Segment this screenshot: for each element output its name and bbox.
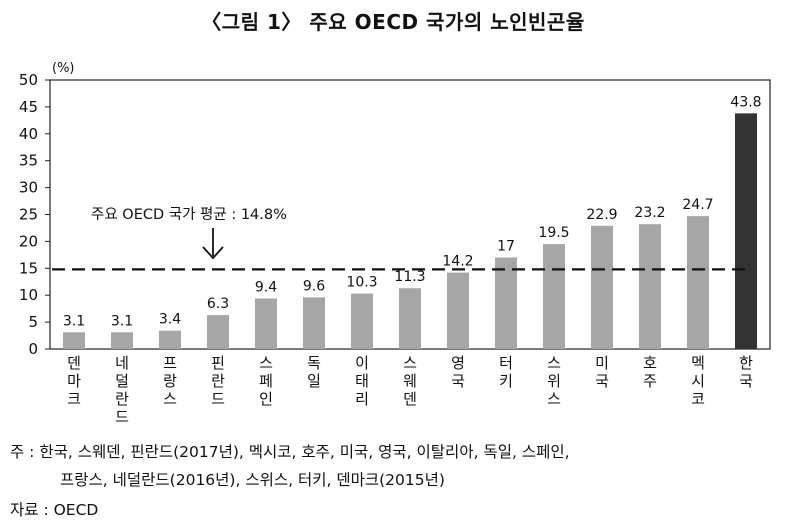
bar-value-label: 9.6 (303, 278, 325, 294)
chart-title: 〈그림 1〉 주요 OECD 국가의 노인빈곤율 (201, 10, 585, 34)
y-tick-label: 30 (19, 179, 38, 197)
x-category-label-char: 터 (499, 354, 513, 372)
x-category-label-char: 태 (355, 372, 369, 390)
bar-4 (207, 315, 229, 349)
x-category-label-char: 인 (259, 390, 273, 408)
bar-value-label: 3.1 (63, 313, 85, 329)
y-unit-label: (%) (52, 61, 75, 76)
bar-value-label: 43.8 (730, 94, 761, 110)
footnote-line-2: 프랑스, 네덜란드(2016년), 스위스, 터키, 덴마크(2015년) (60, 471, 445, 489)
bar-1 (63, 332, 85, 349)
x-category-label-char: 페 (259, 372, 273, 390)
x-category-label-char: 미 (595, 354, 609, 372)
x-category-label-char: 핀 (211, 354, 225, 372)
x-category-label-char: 한 (739, 354, 753, 372)
bar-value-label: 19.5 (538, 225, 569, 241)
x-category-label-char: 스 (259, 354, 273, 372)
bar-11 (543, 244, 565, 349)
x-category-label-char: 덜 (115, 372, 129, 390)
bar-2 (111, 332, 133, 349)
x-category-label-char: 마 (67, 372, 81, 390)
x-category-label-char: 덴 (403, 390, 417, 408)
y-tick-label: 25 (19, 206, 38, 224)
bar-7 (351, 293, 373, 349)
bar-value-label: 3.1 (111, 313, 133, 329)
bar-value-label: 22.9 (586, 207, 617, 223)
x-category-label-char: 리 (355, 390, 369, 408)
bar-value-label: 17 (497, 239, 515, 255)
y-tick-label: 0 (28, 340, 38, 358)
y-tick-label: 5 (28, 313, 38, 331)
bar-value-label: 9.4 (255, 279, 277, 295)
x-category-label-char: 프 (163, 354, 177, 372)
bar-value-label: 11.3 (394, 269, 425, 285)
bar-value-label: 10.3 (346, 275, 377, 291)
bar-12 (591, 225, 613, 349)
bar-chart: (%)051015202530354045503.1덴마크3.1네덜란드3.4프… (19, 61, 771, 426)
x-category-label-char: 스 (403, 354, 417, 372)
bar-value-label: 24.7 (682, 197, 713, 213)
footnote-line-1: 주 : 한국, 스웨덴, 핀란드(2017년), 멕시코, 호주, 미국, 영국… (10, 443, 570, 461)
x-category-label-char: 국 (595, 372, 609, 390)
x-category-label-char: 란 (211, 372, 225, 390)
x-category-label-char: 멕 (691, 354, 705, 372)
x-category-label-char: 스 (163, 390, 177, 408)
x-category-label-char: 스 (547, 390, 561, 408)
x-category-label-char: 웨 (403, 372, 417, 390)
x-category-label-char: 덴 (67, 354, 81, 372)
bar-14 (687, 216, 709, 349)
x-category-label-char: 주 (643, 372, 657, 390)
x-category-label-char: 드 (115, 408, 129, 426)
bar-value-label: 6.3 (207, 296, 229, 312)
y-tick-label: 10 (19, 286, 38, 304)
x-category-label-char: 호 (643, 354, 657, 372)
y-tick-label: 50 (19, 71, 38, 89)
bar-10 (495, 257, 517, 349)
x-category-label-char: 일 (307, 372, 321, 390)
x-category-label-char: 국 (739, 372, 753, 390)
x-category-label-char: 독 (307, 354, 321, 372)
average-annotation: 주요 OECD 국가 평균 : 14.8% (91, 206, 287, 223)
bar-13 (639, 224, 661, 349)
x-category-label-char: 랑 (163, 372, 177, 390)
bar-value-label: 3.4 (159, 312, 181, 328)
x-category-label-char: 영 (451, 354, 465, 372)
y-tick-label: 20 (19, 232, 38, 250)
x-category-label-char: 위 (547, 372, 561, 390)
bar-3 (159, 330, 181, 349)
x-category-label-char: 크 (67, 390, 81, 408)
bar-value-label: 14.2 (442, 254, 473, 270)
x-category-label-char: 키 (499, 372, 513, 390)
y-tick-label: 35 (19, 152, 38, 170)
x-category-label-char: 시 (691, 372, 705, 390)
bar-9 (447, 272, 469, 349)
x-category-label-char: 드 (211, 390, 225, 408)
x-category-label-char: 란 (115, 390, 129, 408)
x-category-label-char: 네 (115, 354, 129, 372)
y-tick-label: 15 (19, 259, 38, 277)
y-tick-label: 45 (19, 98, 38, 116)
x-category-label-char: 코 (691, 390, 705, 408)
source-note: 자료 : OECD (10, 501, 99, 519)
bar-5 (255, 298, 277, 349)
x-category-label-char: 스 (547, 354, 561, 372)
annotation-arrow-head (202, 246, 224, 260)
bar-value-label: 23.2 (634, 205, 665, 221)
bar-8 (399, 288, 421, 349)
bar-6 (303, 297, 325, 349)
x-category-label-char: 이 (355, 354, 369, 372)
bar-15 (735, 113, 757, 349)
y-tick-label: 40 (19, 125, 38, 143)
x-category-label-char: 국 (451, 372, 465, 390)
